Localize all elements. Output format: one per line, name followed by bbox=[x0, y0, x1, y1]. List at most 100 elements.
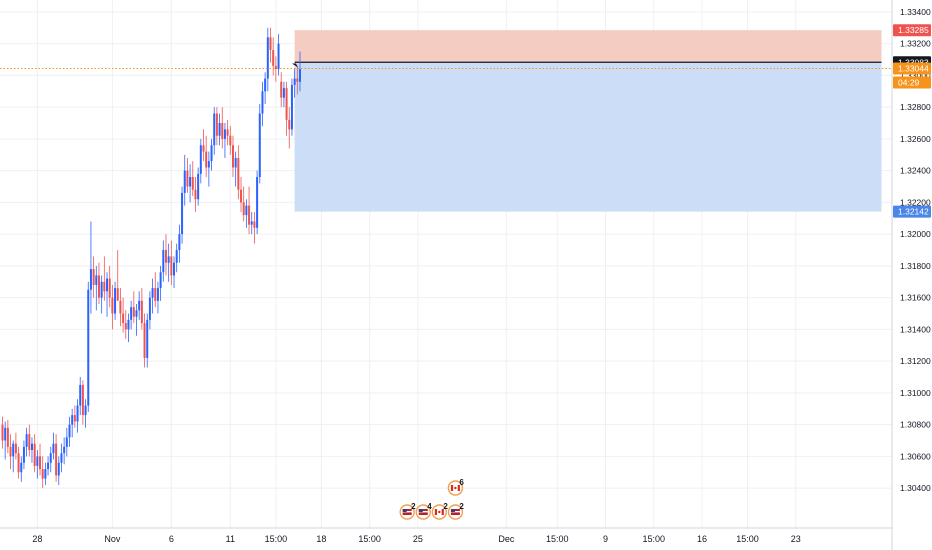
candle bbox=[111, 284, 114, 330]
candle bbox=[298, 51, 301, 92]
candle-body bbox=[81, 384, 84, 416]
stop-zone[interactable] bbox=[294, 62, 882, 212]
us-flag-canton bbox=[450, 509, 455, 512]
time-tick-label: 23 bbox=[791, 534, 801, 544]
candle-body bbox=[229, 135, 232, 146]
candle-body bbox=[60, 453, 63, 463]
candle-body bbox=[114, 288, 117, 314]
candle bbox=[4, 421, 7, 460]
candle-body bbox=[30, 443, 33, 451]
candle-body bbox=[205, 151, 208, 168]
candle bbox=[135, 304, 138, 336]
price-tick-label: 1.30800 bbox=[900, 420, 931, 430]
candle bbox=[269, 27, 272, 63]
candle-body bbox=[9, 446, 12, 457]
candle bbox=[159, 265, 162, 301]
candle bbox=[95, 265, 98, 311]
time-tick-label: 6 bbox=[169, 534, 174, 544]
candle bbox=[108, 265, 111, 308]
candle bbox=[57, 456, 60, 485]
candle-body bbox=[143, 323, 146, 358]
candle-body bbox=[36, 456, 39, 466]
time-tick-label: 15:00 bbox=[358, 534, 381, 544]
price-tag: 1.32142 bbox=[893, 205, 931, 218]
event-count: 2 bbox=[459, 502, 464, 511]
candle bbox=[9, 434, 12, 470]
price-tick-label: 1.32800 bbox=[900, 102, 931, 112]
time-axis[interactable]: 28 Nov 6 11 15:00 18 15:00 25 Dec 15:00 9 15:00 16 15… bbox=[32, 534, 800, 544]
candle bbox=[274, 56, 277, 82]
candle bbox=[30, 437, 33, 463]
price-tick-label: 1.32400 bbox=[900, 166, 931, 176]
candle bbox=[76, 399, 79, 433]
time-tick-label: 16 bbox=[697, 534, 707, 544]
candle bbox=[218, 113, 221, 146]
candle-body bbox=[92, 269, 95, 285]
candle-body bbox=[213, 113, 216, 146]
price-tag-bg bbox=[893, 76, 931, 89]
candle bbox=[183, 154, 186, 206]
candle bbox=[248, 186, 251, 235]
event-marker[interactable]: 6 bbox=[447, 478, 464, 496]
candle-body bbox=[95, 275, 98, 285]
candle bbox=[1, 416, 4, 449]
candle-body bbox=[264, 78, 267, 92]
candle bbox=[100, 275, 103, 314]
target-zone[interactable] bbox=[294, 30, 882, 63]
candle-body bbox=[55, 443, 58, 476]
price-tag-bg bbox=[893, 62, 931, 75]
candle-body bbox=[25, 434, 28, 447]
candle bbox=[164, 234, 167, 276]
candle-body bbox=[76, 405, 79, 422]
candle bbox=[231, 135, 234, 178]
candle bbox=[223, 123, 226, 158]
candle-body bbox=[274, 65, 277, 70]
candle-body bbox=[248, 205, 251, 225]
candles-layer bbox=[1, 27, 301, 489]
candle bbox=[97, 262, 100, 304]
candle-body bbox=[63, 446, 66, 454]
event-marker[interactable]: 2 bbox=[447, 502, 464, 520]
candle-body bbox=[164, 250, 167, 263]
candle-body bbox=[6, 427, 9, 447]
candle bbox=[264, 72, 267, 104]
us-flag-stripe bbox=[418, 511, 428, 513]
candle-body bbox=[138, 300, 141, 311]
time-tick-label: 15:00 bbox=[736, 534, 759, 544]
candle-body bbox=[135, 310, 138, 317]
candle-body bbox=[218, 123, 221, 136]
price-tick-label: 1.31200 bbox=[900, 356, 931, 366]
candle bbox=[47, 456, 50, 476]
candle bbox=[68, 416, 71, 447]
economic-events[interactable]: 2 4 2 6 2 bbox=[399, 478, 464, 520]
us-flag-stripe bbox=[402, 511, 412, 513]
event-marker[interactable]: 2 bbox=[431, 502, 448, 520]
candle bbox=[226, 119, 229, 146]
candle-body bbox=[288, 119, 291, 130]
position-zone[interactable] bbox=[294, 30, 882, 212]
candle bbox=[124, 310, 127, 339]
candle-body bbox=[132, 307, 135, 317]
price-axis[interactable]: 1.33400 1.33200 1.33000 1.32800 1.32600 1.324… bbox=[900, 7, 931, 493]
candle bbox=[213, 107, 216, 155]
candle-body bbox=[250, 221, 253, 225]
price-tag: 1.33285 bbox=[893, 24, 931, 37]
candle bbox=[73, 405, 76, 428]
candle-body bbox=[47, 462, 50, 470]
candle bbox=[237, 145, 240, 200]
candle-body bbox=[1, 424, 4, 441]
candle bbox=[285, 81, 288, 136]
time-tick-label: 15:00 bbox=[265, 534, 288, 544]
candle bbox=[33, 434, 36, 473]
candle bbox=[63, 437, 66, 465]
event-marker[interactable]: 4 bbox=[415, 502, 432, 520]
candle bbox=[132, 291, 135, 324]
event-marker[interactable]: 2 bbox=[399, 502, 416, 520]
price-tick-label: 1.32000 bbox=[900, 229, 931, 239]
candle bbox=[79, 377, 82, 416]
candle bbox=[17, 446, 20, 479]
candle bbox=[138, 291, 141, 320]
candle-body bbox=[71, 415, 74, 425]
candle bbox=[261, 81, 264, 127]
